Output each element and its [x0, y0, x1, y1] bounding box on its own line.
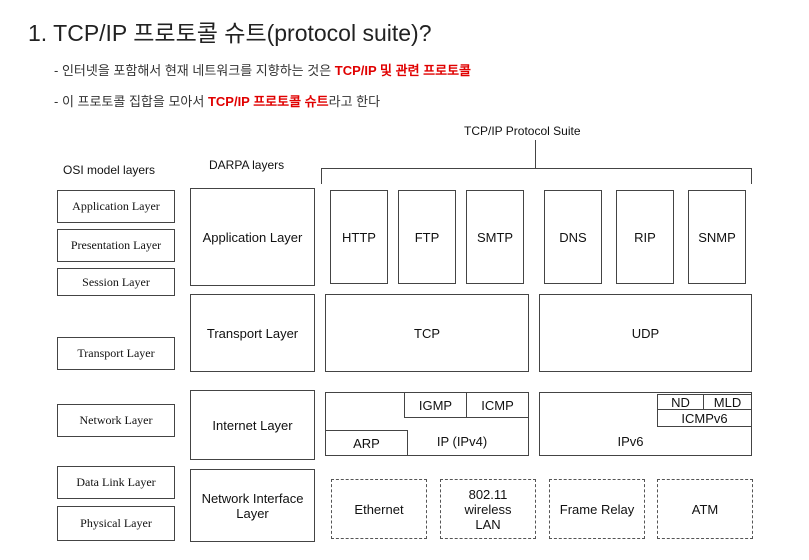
wlan-line3: LAN [475, 516, 501, 532]
bullet-2-highlight: TCP/IP 프로토콜 슈트 [207, 94, 329, 109]
smtp-box: SMTP [466, 190, 524, 284]
udp-box: UDP [539, 294, 752, 372]
icmp-box: ICMP [466, 392, 529, 418]
suite-label: TCP/IP Protocol Suite [464, 124, 581, 138]
suite-brace-stem [535, 140, 536, 168]
bullet-2-tail: 라고 한다 [328, 94, 381, 109]
wlan-line1: 802.11 [468, 486, 508, 502]
arp-box: ARP [325, 430, 408, 456]
tcp-box: TCP [325, 294, 529, 372]
page-title: 1. TCP/IP 프로토콜 슈트(protocol suite)? [28, 20, 432, 46]
osi-presentation-layer: Presentation Layer [57, 229, 175, 262]
icmpv6-box: ICMPv6 [657, 409, 752, 427]
bullet-1-text: - 인터넷을 포함해서 현재 네트워크를 지향하는 것은 [54, 63, 335, 78]
osi-heading: OSI model layers [63, 163, 156, 177]
osi-session-layer: Session Layer [57, 268, 175, 296]
netif-line1: Network Interface [201, 490, 304, 506]
osi-application-layer: Application Layer [57, 190, 175, 223]
bullet-2: - 이 프로토콜 집합을 모아서 TCP/IP 프로토콜 슈트라고 한다 [54, 91, 380, 110]
nd-box: ND [657, 394, 704, 410]
http-box: HTTP [330, 190, 388, 284]
darpa-transport-layer: Transport Layer [190, 294, 315, 372]
suite-brace-bar [321, 168, 752, 169]
osi-transport-layer: Transport Layer [57, 337, 175, 370]
ethernet-box: Ethernet [331, 479, 427, 539]
mld-box: MLD [703, 394, 752, 410]
bullet-1-highlight: TCP/IP 및 관련 프로토콜 [334, 63, 471, 78]
bullet-1: - 인터넷을 포함해서 현재 네트워크를 지향하는 것은 TCP/IP 및 관련… [54, 60, 471, 79]
rip-box: RIP [616, 190, 674, 284]
wlan-line2: wireless [464, 501, 512, 517]
darpa-application-layer: Application Layer [190, 188, 315, 286]
atm-box: ATM [657, 479, 753, 539]
darpa-heading: DARPA layers [209, 158, 285, 172]
darpa-internet-layer: Internet Layer [190, 390, 315, 460]
suite-brace-left [321, 168, 322, 184]
osi-physical-layer: Physical Layer [57, 506, 175, 541]
darpa-network-interface-layer: Network Interface Layer [190, 469, 315, 542]
wireless-lan-box: 802.11 wireless LAN [440, 479, 536, 539]
frame-relay-box: Frame Relay [549, 479, 645, 539]
ftp-box: FTP [398, 190, 456, 284]
snmp-box: SNMP [688, 190, 746, 284]
bullet-2-text: - 이 프로토콜 집합을 모아서 [54, 94, 208, 109]
igmp-box: IGMP [404, 392, 467, 418]
osi-datalink-layer: Data Link Layer [57, 466, 175, 499]
netif-line2: Layer [236, 505, 269, 521]
dns-box: DNS [544, 190, 602, 284]
suite-brace-right [751, 168, 752, 184]
osi-network-layer: Network Layer [57, 404, 175, 437]
